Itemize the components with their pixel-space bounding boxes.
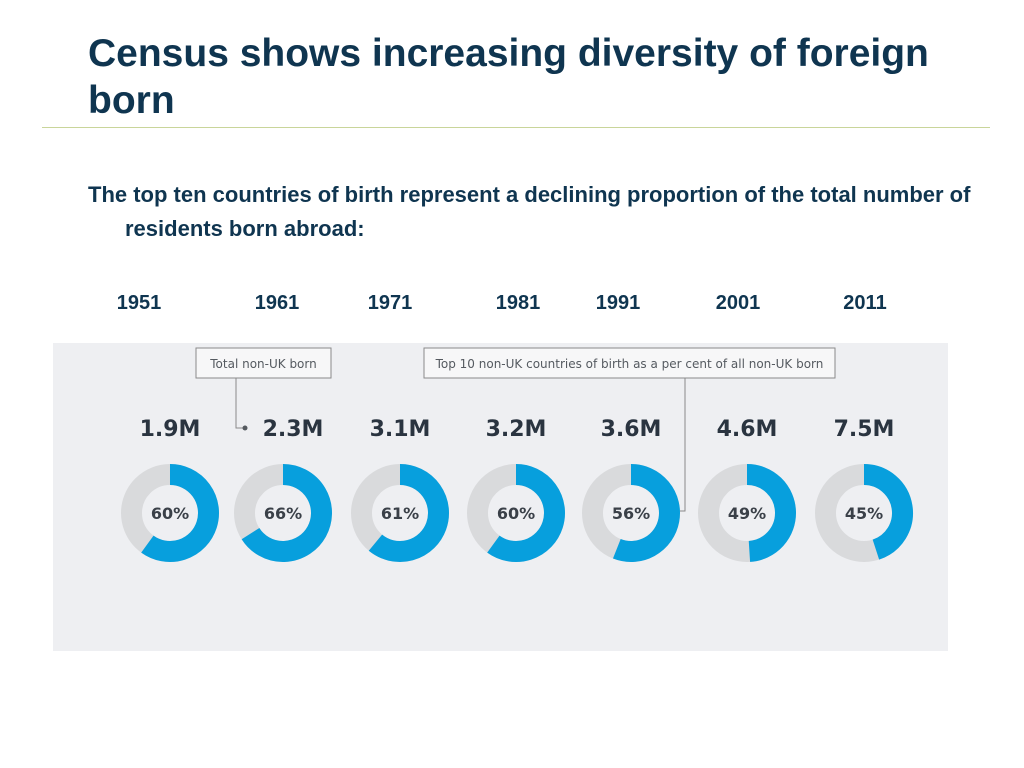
total-leader-line: [235, 378, 244, 429]
year-label: 1981: [495, 292, 541, 314]
total-value-label: 2.3M: [263, 417, 324, 442]
donut-percent-label: 45%: [845, 504, 883, 523]
donut-share-arc: [368, 464, 449, 562]
year-label: 2011: [843, 292, 887, 314]
title-divider: [42, 127, 990, 128]
total-leader-dot: [242, 425, 248, 431]
donut-percent-label: 60%: [151, 504, 189, 523]
donut-percent-label: 61%: [381, 504, 419, 523]
donut-percent-label: 60%: [497, 504, 535, 523]
year-label: 1961: [254, 292, 300, 314]
donut-group: 60% 1.9M 66% 2.3M 61% 3.1M 60% 3.2M 56% 3.6M 49% 4.…: [121, 417, 913, 562]
donut-share-arc: [487, 464, 565, 562]
annotation-total: Total non-UK born: [195, 347, 332, 431]
chart-panel: Total non-UK born Top 10 non-UK countrie…: [53, 343, 948, 651]
year-label: 2001: [715, 292, 761, 314]
total-value-label: 3.6M: [601, 417, 662, 442]
year-label: 1971: [367, 292, 413, 314]
total-label-box: [195, 347, 332, 379]
year-label: 1991: [595, 292, 641, 314]
donut-share-arc: [863, 464, 913, 560]
intro-text: The top ten countries of birth represent…: [88, 182, 971, 241]
total-label: Total non-UK born: [209, 357, 316, 371]
donut-share-arc: [241, 464, 332, 562]
total-value-label: 3.2M: [486, 417, 547, 442]
donut-share-arc: [612, 464, 680, 562]
donut-share-arc: [746, 464, 796, 562]
total-value-label: 1.9M: [140, 417, 201, 442]
donut-percent-label: 66%: [264, 504, 302, 523]
donut-percent-label: 49%: [728, 504, 766, 523]
annotation-top10: Top 10 non-UK countries of birth as a pe…: [423, 347, 836, 514]
total-value-label: 3.1M: [370, 417, 431, 442]
donut-percent-label: 56%: [612, 504, 650, 523]
slide-title: Census shows increasing diversity of for…: [88, 32, 929, 122]
year-label: 1951: [116, 292, 162, 314]
donut-share-arc: [141, 464, 219, 562]
year-labels: 1951 1961 1971 1981 1991 2001 2011: [0, 292, 1024, 324]
total-value-label: 7.5M: [834, 417, 895, 442]
donut-chart: Total non-UK born Top 10 non-UK countrie…: [121, 347, 913, 562]
top10-label-box: [423, 347, 836, 379]
top10-label: Top 10 non-UK countries of birth as a pe…: [435, 357, 824, 371]
total-value-label: 4.6M: [717, 417, 778, 442]
